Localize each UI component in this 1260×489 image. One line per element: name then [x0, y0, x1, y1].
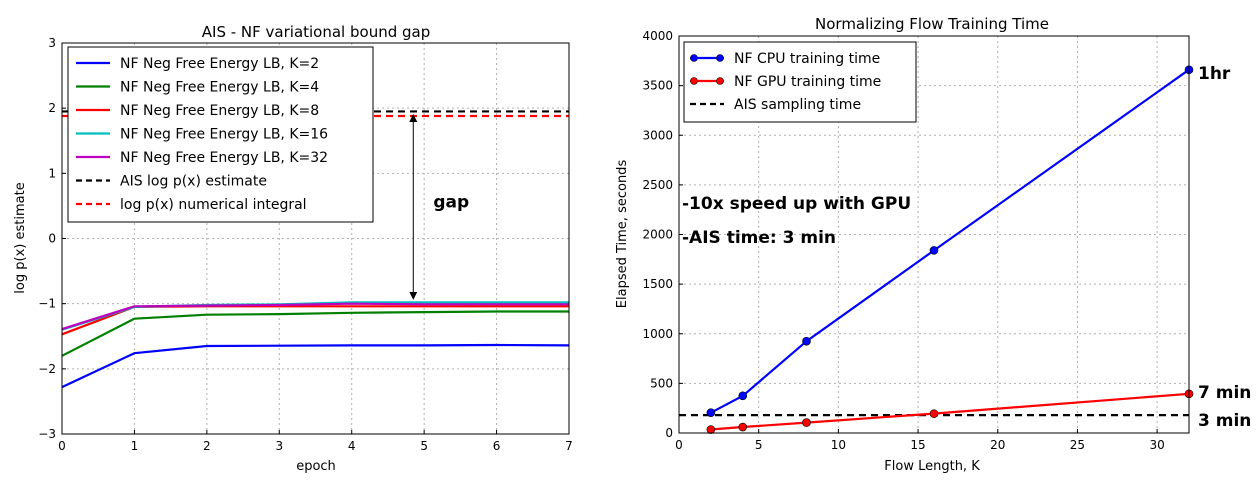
- y-tick-label: 1: [48, 166, 56, 180]
- gap-label: gap: [433, 193, 469, 213]
- x-tick-label: 4: [348, 439, 356, 453]
- chart2-xlabel: Flow Length, K: [884, 459, 980, 474]
- y-tick-label: 0: [665, 426, 673, 440]
- legend-label: NF Neg Free Energy LB, K=16: [120, 127, 328, 143]
- x-tick-label: 2: [203, 439, 211, 453]
- chart2-title: Normalizing Flow Training Time: [815, 15, 1049, 33]
- y-tick-label: 3: [48, 36, 56, 50]
- data-point: [738, 391, 748, 401]
- legend-marker: [716, 54, 724, 62]
- data-point: [706, 425, 716, 434]
- y-tick-label: −3: [38, 427, 56, 441]
- ais-time-annotation: -AIS time: 3 min: [682, 228, 836, 248]
- legend-marker: [690, 77, 698, 85]
- legend-label: NF Neg Free Energy LB, K=4: [120, 80, 319, 96]
- legend-label: NF Neg Free Energy LB, K=32: [120, 150, 328, 166]
- x-tick-label: 0: [675, 438, 683, 452]
- x-tick-label: 5: [420, 439, 428, 453]
- data-point: [802, 336, 811, 346]
- chart1-frame: [61, 42, 570, 435]
- one-hour-label: 1hr: [1198, 64, 1231, 84]
- seven-min-label: 7 min: [1198, 383, 1251, 403]
- y-tick-label: −1: [38, 297, 56, 311]
- legend-marker: [690, 54, 698, 62]
- y-tick-label: 2: [48, 101, 56, 115]
- y-tick-label: −2: [38, 362, 56, 376]
- x-tick-label: 1: [131, 439, 139, 453]
- x-tick-label: 7: [565, 439, 573, 453]
- legend-label: AIS sampling time: [734, 97, 861, 113]
- y-tick-label: 3000: [642, 128, 673, 142]
- y-tick-label: 2000: [642, 228, 673, 242]
- data-point: [929, 246, 939, 255]
- chart2-frame: [678, 35, 1190, 434]
- y-tick-label: 3500: [642, 79, 673, 93]
- legend-label: NF CPU training time: [734, 51, 880, 67]
- y-tick-label: 2500: [642, 178, 673, 192]
- speedup-annotation: -10x speed up with GPU: [682, 194, 911, 214]
- legend-label: NF Neg Free Energy LB, K=8: [120, 103, 319, 119]
- chart1-title: AIS - NF variational bound gap: [202, 23, 430, 41]
- series-line: [710, 392, 1190, 431]
- legend-label: log p(x) numerical integral: [120, 197, 307, 213]
- y-tick-label: 0: [48, 232, 56, 246]
- y-tick-label: 1000: [642, 327, 673, 341]
- x-tick-label: 30: [1149, 438, 1164, 452]
- bound-gap-chart: AIS - NF variational bound gap epoch log…: [13, 23, 573, 474]
- legend-label: AIS log p(x) estimate: [120, 174, 267, 190]
- three-min-label: 3 min: [1198, 411, 1251, 431]
- x-tick-label: 6: [493, 439, 501, 453]
- chart2-legend: NF CPU training time NF GPU training time…: [683, 41, 917, 123]
- training-time-chart: Normalizing Flow Training Time Flow Leng…: [615, 15, 1251, 474]
- y-tick-label: 1500: [642, 277, 673, 291]
- chart1-legend: NF Neg Free Energy LB, K=2 NF Neg Free En…: [67, 46, 374, 223]
- data-point: [802, 418, 811, 427]
- series-line: [61, 310, 569, 357]
- x-tick-label: 25: [1070, 438, 1085, 452]
- chart1-xlabel: epoch: [296, 459, 336, 474]
- data-point: [929, 409, 939, 418]
- x-tick-label: 3: [275, 439, 283, 453]
- x-tick-label: 20: [990, 438, 1005, 452]
- series-line: [61, 343, 570, 389]
- series-line: [61, 302, 569, 331]
- y-tick-label: 500: [650, 376, 673, 390]
- data-point: [738, 422, 748, 432]
- legend-marker: [716, 77, 724, 85]
- legend-label: NF Neg Free Energy LB, K=2: [120, 56, 319, 72]
- x-tick-label: 5: [755, 438, 763, 452]
- legend-label: NF GPU training time: [734, 74, 881, 90]
- x-tick-label: 10: [831, 438, 846, 452]
- x-tick-label: 15: [910, 438, 925, 452]
- chart2-ylabel: Elapsed Time, seconds: [615, 160, 630, 309]
- data-point: [706, 408, 716, 417]
- y-tick-label: 4000: [642, 29, 673, 43]
- x-tick-label: 0: [58, 439, 66, 453]
- chart1-ylabel: log p(x) estimate: [13, 182, 28, 293]
